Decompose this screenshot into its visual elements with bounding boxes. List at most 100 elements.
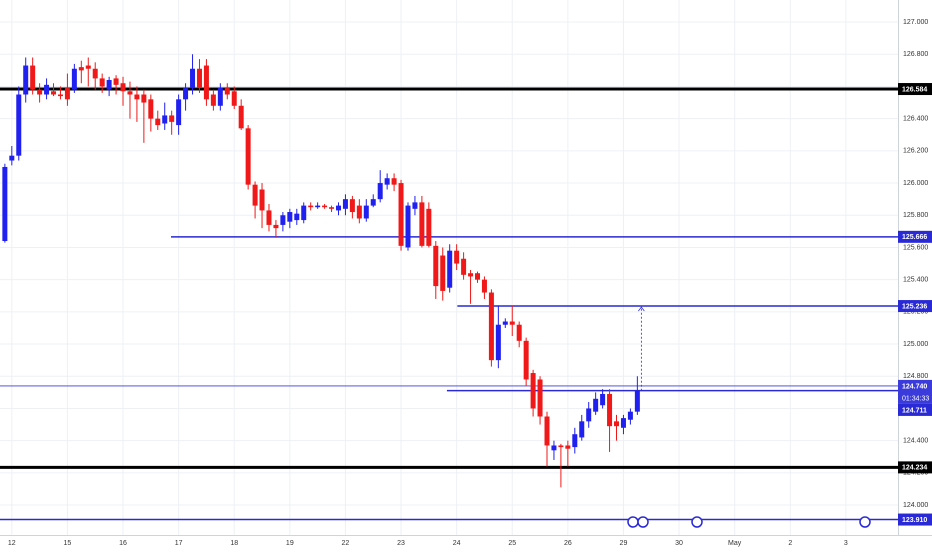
candle-body <box>162 115 168 124</box>
candle-body <box>433 245 439 287</box>
candle-body <box>516 324 522 341</box>
price-label: 125.236 <box>902 303 927 310</box>
candle-body <box>412 202 418 209</box>
event-icon[interactable] <box>637 516 649 528</box>
candle-body <box>572 434 578 448</box>
candle-body <box>398 183 404 246</box>
candle-body <box>57 94 63 97</box>
candle-body <box>363 205 369 219</box>
candle-body <box>426 208 432 246</box>
candle-body <box>419 202 425 246</box>
y-tick-label: 126.400 <box>903 116 928 123</box>
candle-body <box>169 115 175 122</box>
candle-body <box>502 321 508 325</box>
price-label-box <box>898 513 932 526</box>
x-tick-label: 24 <box>453 540 461 547</box>
y-tick-label: 127.000 <box>903 19 928 26</box>
x-tick-label: 23 <box>397 540 405 547</box>
candle-body <box>322 205 328 208</box>
y-tick-label: 125.200 <box>903 309 928 316</box>
candle-body <box>113 78 119 85</box>
candle-body <box>461 258 467 275</box>
candle-body <box>391 178 397 185</box>
candle-body <box>468 273 474 277</box>
candle-body <box>71 68 77 90</box>
y-tick-label: 124.000 <box>903 502 928 509</box>
candle-body <box>370 199 376 206</box>
x-tick-label: 12 <box>8 540 16 547</box>
candle-body <box>224 88 230 95</box>
candle-body <box>349 199 355 213</box>
price-label: 124.740 <box>902 383 927 390</box>
candle-body <box>607 393 613 427</box>
candle-body <box>127 91 133 95</box>
countdown: 01:34:33 <box>902 395 929 402</box>
candle-body <box>190 68 196 89</box>
candle-body <box>266 210 272 225</box>
candle-body <box>9 155 15 161</box>
candle-body <box>23 65 29 95</box>
price-label-box <box>898 379 932 404</box>
candle-body <box>148 99 154 119</box>
candle-body <box>238 105 244 129</box>
candle-body <box>509 321 515 325</box>
x-tick-label: 26 <box>564 540 572 547</box>
candle-body <box>51 91 57 95</box>
x-tick-label: 30 <box>675 540 683 547</box>
candle-body <box>2 166 8 242</box>
y-tick-label: 125.000 <box>903 341 928 348</box>
price-label-box <box>898 403 932 416</box>
candle-body <box>217 88 223 106</box>
price-label: 123.910 <box>902 517 927 524</box>
candle-body <box>78 67 84 71</box>
candle-body <box>600 393 606 406</box>
price-label: 124.234 <box>902 465 927 472</box>
candle-body <box>287 212 293 222</box>
candle-body <box>440 255 446 291</box>
event-icons <box>627 516 871 528</box>
price-label-box <box>898 300 932 313</box>
y-tick-label: 125.800 <box>903 212 928 219</box>
candle-body <box>106 80 112 90</box>
price-label-box <box>898 461 932 474</box>
x-tick-label: 19 <box>286 540 294 547</box>
candle-body <box>620 418 626 428</box>
candle-body <box>544 416 550 446</box>
candle-body <box>384 178 390 185</box>
event-icon[interactable] <box>627 516 639 528</box>
candle-body <box>273 224 279 229</box>
candle-body <box>16 94 22 156</box>
candle-body <box>252 184 258 206</box>
candle-body <box>329 207 335 209</box>
x-tick-label: 25 <box>508 540 516 547</box>
candle-body <box>210 94 216 106</box>
event-icon[interactable] <box>859 516 871 528</box>
candle-body <box>44 84 50 95</box>
candle-body <box>231 91 237 106</box>
candle-body <box>203 65 209 100</box>
candle-body <box>481 279 487 293</box>
candle-body <box>551 445 557 451</box>
candle-body <box>377 183 383 200</box>
y-tick-label: 124.800 <box>903 373 928 380</box>
x-tick-label: 3 <box>844 540 848 547</box>
price-label-box <box>898 83 932 96</box>
candle-body <box>447 250 453 288</box>
candle-body <box>134 94 140 100</box>
y-tick-label: 126.200 <box>903 148 928 155</box>
candle-body <box>308 205 314 208</box>
event-icon[interactable] <box>691 516 703 528</box>
candle-body <box>245 128 251 185</box>
candle-body <box>454 250 460 264</box>
candle-body <box>634 390 640 412</box>
candle-body <box>92 68 98 79</box>
projection-arrowhead <box>638 306 645 312</box>
candle-body <box>579 421 585 438</box>
candle-body <box>342 199 348 209</box>
y-tick-label: 125.400 <box>903 276 928 283</box>
candle-body <box>614 421 620 427</box>
y-tick-label: 124.400 <box>903 437 928 444</box>
candle-body <box>523 340 529 380</box>
